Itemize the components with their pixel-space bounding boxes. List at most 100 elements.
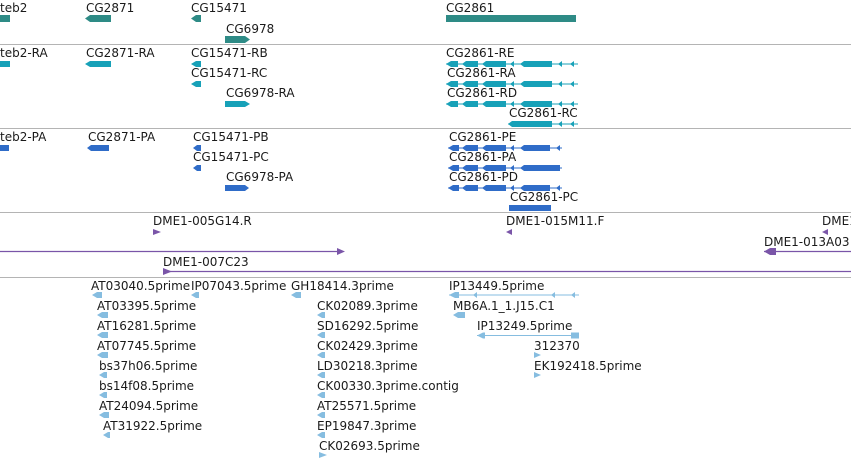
gene-label: CG2861 [446,1,495,15]
protein-feature[interactable] [509,205,551,211]
clone-feature[interactable] [822,229,828,235]
clone-label: DME1 [822,214,851,228]
protein-label: CG2861-PD [449,170,519,184]
track-separator [0,44,851,45]
gene-feature[interactable] [225,36,250,43]
protein-feature[interactable] [448,184,562,192]
gene-label: teb2 [0,1,28,15]
track-separator [0,277,851,278]
est-label: MB6A.1_1.J15.C1 [453,299,555,313]
clone-label: DME1-015M11.F [506,214,605,228]
clone-feature[interactable] [506,229,512,235]
protein-label: CG6978-PA [226,170,294,184]
est-label: EK192418.5prime [534,359,642,373]
est-feature[interactable] [291,292,301,298]
transcript-feature[interactable] [446,60,578,68]
est-label: LD30218.3prime [317,359,418,373]
transcript-label: teb2-RA [0,46,48,60]
transcript-feature[interactable] [0,61,10,67]
protein-feature[interactable] [225,185,249,191]
transcript-feature[interactable] [508,120,578,128]
est-feature[interactable] [317,352,325,358]
protein-feature[interactable] [193,165,201,171]
est-feature[interactable] [99,412,109,418]
transcript-feature[interactable] [446,100,578,108]
est-label: bs14f08.5prime [99,379,195,393]
est-feature[interactable] [534,372,541,378]
protein-feature[interactable] [448,144,562,152]
protein-label: CG15471-PC [193,150,269,164]
est-feature[interactable] [97,352,108,358]
gene-feature[interactable] [0,15,10,22]
transcript-feature[interactable] [225,101,250,107]
est-label: SD16292.5prime [317,319,419,333]
est-label: CK00330.3prime.contig [317,379,459,393]
transcript-feature[interactable] [191,61,201,67]
est-label: AT31922.5prime [103,419,203,433]
clone-feature[interactable] [163,268,851,275]
est-feature[interactable] [103,432,110,438]
transcript-label: CG15471-RC [191,66,268,80]
transcript-label: CG2861-RA [447,66,516,80]
clone-feature[interactable] [764,248,851,255]
est-label: CK02693.5prime [319,439,420,453]
transcript-label: CG2861-RD [447,86,518,100]
track-separator [0,128,851,129]
gene-label: CG6978 [226,22,275,36]
transcript-feature[interactable] [85,61,111,67]
transcript-label: CG2861-RE [446,46,515,60]
est-feature[interactable] [97,312,108,318]
gene-label: CG15471 [191,1,247,15]
protein-label: CG2861-PE [449,130,517,144]
gene-feature[interactable] [191,15,201,22]
est-feature[interactable] [191,292,199,298]
est-feature[interactable] [317,412,325,418]
gene-label: CG2871 [86,1,135,15]
est-feature[interactable] [534,352,541,358]
est-feature[interactable] [449,291,579,299]
gene-feature[interactable] [85,15,111,22]
clone-feature[interactable] [153,229,161,235]
gene-feature[interactable] [446,15,576,22]
transcript-label: CG15471-RB [191,46,268,60]
est-feature[interactable] [317,312,325,318]
transcript-feature[interactable] [446,80,578,88]
clone-label: DME1-005G14.R [153,214,252,228]
est-label: AT16281.5prime [97,319,197,333]
protein-label: teb2-PA [0,130,47,144]
transcript-label: CG2861-RC [509,106,578,120]
clone-label: DME1-013A03 [764,235,850,249]
est-label: CK02429.3prime [317,339,418,353]
est-label: IP13249.5prime [477,319,573,333]
est-feature[interactable] [92,292,102,298]
est-feature[interactable] [319,452,327,458]
clone-feature[interactable] [0,248,345,255]
est-feature[interactable] [99,372,107,378]
est-feature[interactable] [317,332,325,338]
est-feature[interactable] [317,392,325,398]
est-feature[interactable] [453,312,465,318]
protein-label: CG2861-PC [510,190,579,204]
transcript-track: teb2-RA CG2871-RA CG15471-RB CG15471-RC … [0,45,851,128]
est-feature[interactable] [477,332,579,339]
transcript-feature[interactable] [191,81,201,87]
clone-track: DME1-005G14.R DME1-015M11.F DME1 DME1-01… [0,213,851,277]
protein-feature[interactable] [0,145,9,151]
est-feature[interactable] [97,332,108,338]
est-label: GH18414.3prime [291,279,394,293]
protein-feature[interactable] [193,145,201,151]
est-feature[interactable] [99,392,107,398]
protein-label: CG15471-PB [193,130,269,144]
est-label: EP19847.3prime [317,419,417,433]
est-feature[interactable] [317,372,325,378]
est-feature[interactable] [317,432,325,438]
protein-track: teb2-PA CG2871-PA CG15471-PB CG15471-PC … [0,129,851,212]
est-label: AT03395.5prime [97,299,197,313]
transcript-label: CG6978-RA [226,86,295,100]
protein-label: CG2861-PA [449,150,517,164]
protein-feature[interactable] [87,145,109,151]
protein-feature[interactable] [448,164,562,172]
est-label: IP07043.5prime [191,279,287,293]
track-separator [0,212,851,213]
est-label: CK02089.3prime [317,299,418,313]
